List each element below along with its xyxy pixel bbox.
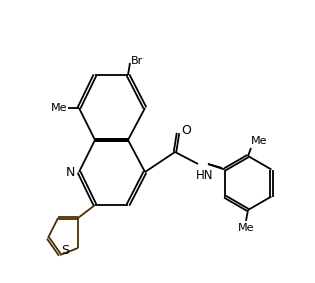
Text: Br: Br	[131, 56, 143, 66]
Text: O: O	[181, 123, 191, 136]
Text: HN: HN	[196, 169, 214, 182]
Text: Me: Me	[50, 103, 67, 113]
Text: N: N	[66, 166, 75, 179]
Text: Me: Me	[251, 136, 267, 146]
Text: S: S	[61, 243, 69, 256]
Text: Me: Me	[238, 223, 254, 233]
